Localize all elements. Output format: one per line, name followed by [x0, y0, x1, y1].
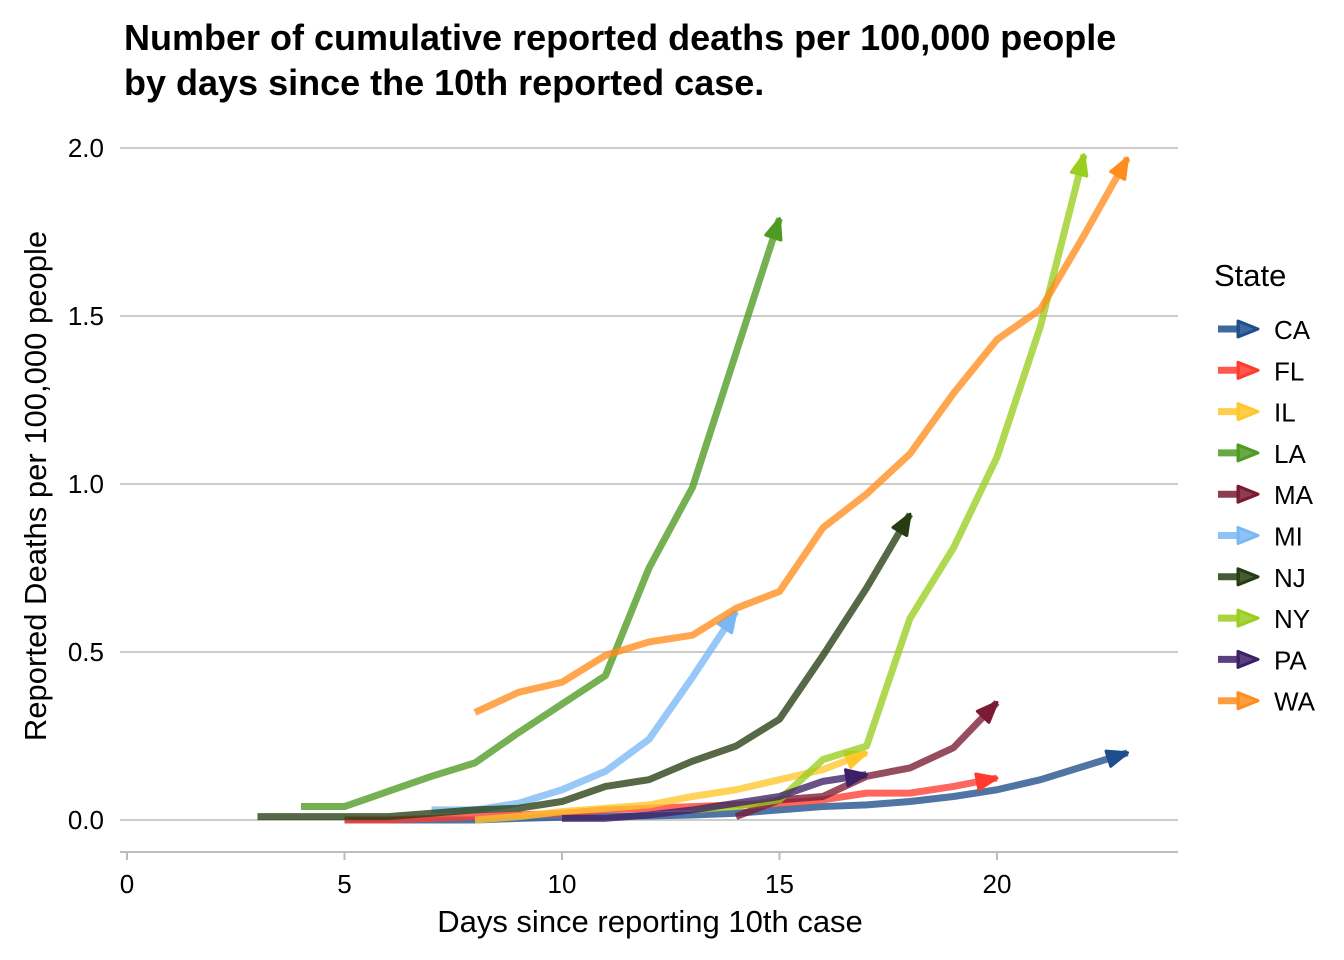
series-wa: [473, 156, 1131, 716]
arrow-marker-wa: [1109, 156, 1129, 181]
legend-item-ma: MA: [1218, 480, 1314, 510]
legend-arrow-icon: [1236, 402, 1260, 422]
x-tick-label: 5: [337, 869, 351, 899]
legend-arrow-icon: [1236, 360, 1260, 380]
y-axis-ticks: 0.0 0.5 1.0 1.5 2.0: [68, 133, 104, 835]
series-line-wa: [473, 156, 1131, 716]
series-pa: [561, 768, 868, 822]
x-tick-label: 15: [765, 869, 794, 899]
arrow-marker-ma: [975, 700, 999, 724]
chart-title: Number of cumulative reported deaths per…: [124, 17, 1116, 103]
legend-item-nj: NJ: [1218, 563, 1306, 593]
series-ny: [692, 153, 1089, 814]
legend-item-fl: FL: [1218, 356, 1304, 386]
x-axis: 0 5 10 15 20: [120, 851, 1178, 899]
series-lines: [257, 153, 1131, 824]
x-tick-label: 0: [120, 869, 134, 899]
legend-label: PA: [1274, 645, 1307, 675]
chart-title-line-1: Number of cumulative reported deaths per…: [124, 17, 1116, 58]
arrow-marker-la: [764, 217, 783, 242]
arrow-marker-nj: [891, 512, 912, 538]
legend-label: MI: [1274, 522, 1303, 552]
y-tick-label: 2.0: [68, 133, 104, 163]
series-line-il: [474, 749, 868, 824]
y-tick-label: 0.5: [68, 637, 104, 667]
arrow-marker-pa: [844, 768, 868, 788]
series-fl: [344, 772, 999, 824]
y-tick-label: 1.5: [68, 301, 104, 331]
legend-label: NY: [1274, 604, 1310, 634]
series-line-ny: [692, 153, 1088, 814]
chart-title-line-2: by days since the 10th reported case.: [124, 62, 764, 103]
arrow-marker-ny: [1069, 153, 1089, 178]
legend: State CA FL IL LA MA MI NJ NY PA WA: [1214, 258, 1316, 717]
y-axis-title: Reported Deaths per 100,000 people: [18, 231, 53, 741]
legend-title: State: [1214, 258, 1286, 293]
series-line-nj: [257, 512, 914, 821]
legend-item-mi: MI: [1218, 522, 1303, 552]
legend-arrow-icon: [1236, 691, 1260, 711]
legend-arrow-icon: [1236, 319, 1260, 339]
legend-arrow-icon: [1236, 484, 1260, 504]
legend-label: WA: [1274, 687, 1316, 717]
legend-arrow-icon: [1236, 567, 1260, 587]
legend-label: NJ: [1274, 563, 1306, 593]
legend-label: LA: [1274, 439, 1306, 469]
x-axis-title: Days since reporting 10th case: [437, 904, 863, 939]
x-tick-label: 20: [983, 869, 1012, 899]
legend-label: MA: [1274, 480, 1314, 510]
legend-item-la: LA: [1218, 439, 1306, 469]
legend-item-wa: WA: [1218, 687, 1316, 717]
x-tick-label: 10: [548, 869, 577, 899]
y-tick-label: 0.0: [68, 805, 104, 835]
legend-label: FL: [1274, 356, 1304, 386]
legend-item-ca: CA: [1218, 315, 1311, 345]
legend-item-il: IL: [1218, 398, 1296, 428]
legend-label: IL: [1274, 398, 1296, 428]
legend-arrow-icon: [1236, 649, 1260, 669]
arrow-marker-fl: [974, 772, 999, 792]
legend-arrow-icon: [1236, 443, 1260, 463]
series-nj: [257, 512, 914, 821]
series-line-fl: [344, 774, 998, 824]
series-line-la: [301, 217, 783, 811]
legend-arrow-icon: [1236, 608, 1260, 628]
legend-arrow-icon: [1236, 526, 1260, 545]
series-la: [300, 217, 783, 811]
y-tick-label: 1.0: [68, 469, 104, 499]
series-line-pa: [562, 771, 868, 822]
legend-item-ny: NY: [1218, 604, 1310, 634]
arrow-marker-ca: [1104, 749, 1129, 768]
legend-label: CA: [1274, 315, 1311, 345]
gridlines: [120, 147, 1178, 821]
legend-item-pa: PA: [1218, 645, 1307, 675]
